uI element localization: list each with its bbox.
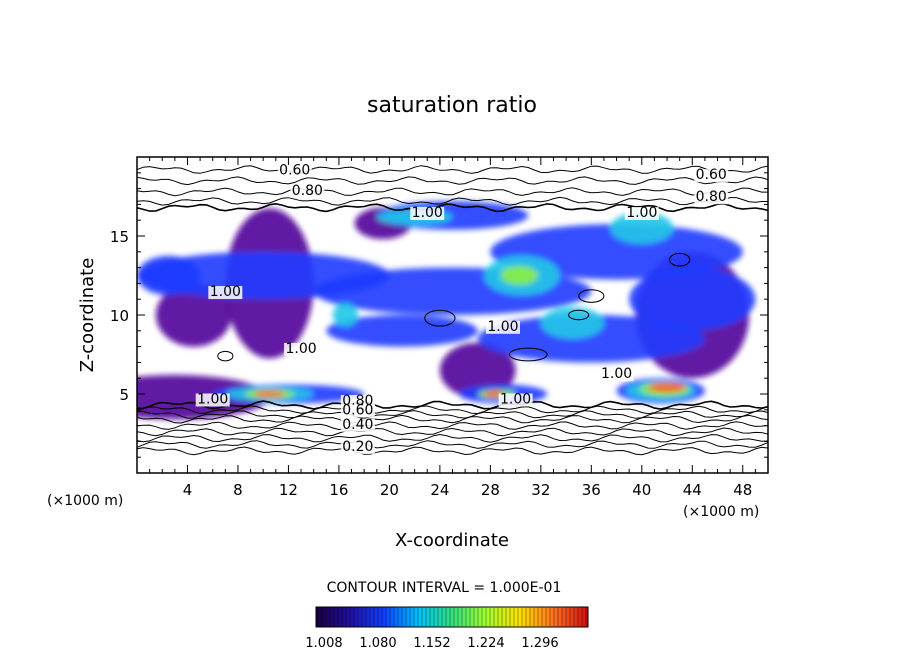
heat-region [253,390,286,398]
contour-line [137,202,768,213]
contour-label-bg [599,368,634,382]
contour-loop [669,252,691,267]
contour-label: 1.00 [626,205,657,221]
contour-label: 0.60 [696,167,727,183]
contour-line [137,410,768,419]
contour-label-bg [340,418,375,432]
x-unit-label: (×1000 m) [683,504,759,520]
contour-label: 1.00 [487,319,518,335]
contour-label: 0.60 [279,162,310,178]
x-tick-label: 32 [531,481,550,499]
contour-label: 1.00 [601,366,632,382]
x-tick-label: 20 [380,481,399,499]
x-tick-label: 4 [183,481,193,499]
contour-line [137,405,768,415]
contour-label-bg [498,393,533,407]
y-axis-label: Z-coordinate [77,258,98,373]
contour-label-bg [195,393,230,407]
contour-label-bg [624,207,659,221]
x-tick-layer: 4 8 12 16 20 24 28 32 36 40 44 48 [149,157,756,499]
contour-label-bg [410,207,445,221]
chart-title: saturation ratio [367,93,537,118]
heat-region [648,382,686,393]
x-tick-label: 8 [233,481,243,499]
contour-label: 1.00 [197,391,228,407]
colorbar-tick-layer: 1.008 1.080 1.152 1.224 1.296 [305,636,558,651]
colorbar-stripes [317,608,587,626]
contour-line [137,187,768,197]
heat-region [610,212,674,244]
x-tick-label: 24 [430,481,449,499]
colorbar-bar [315,606,589,628]
colorbar-tick-label: 1.152 [413,636,450,651]
contour-line [137,196,768,206]
contour-label-bg [208,286,243,300]
contour-label: 1.00 [500,391,531,407]
heat-region [155,283,232,347]
heat-region [629,267,756,331]
x-tick-label: 16 [329,481,348,499]
contour-loop [217,350,234,362]
y-tick-label: 15 [110,228,129,246]
contour-label-bg [284,342,319,356]
heat-region [332,303,358,327]
heat-region [326,315,478,347]
contour-line [137,446,768,456]
heat-region [540,307,604,339]
heat-region [137,255,201,296]
contour-loop [568,309,590,321]
contour-line [137,400,768,410]
contour-label: 0.80 [696,189,727,205]
x-tick-label: 12 [279,481,298,499]
contour-label-bg [485,320,520,334]
contour-line [137,414,768,424]
contour-interval-text: CONTOUR INTERVAL = 1.000E-01 [327,580,562,596]
x-tick-label: 36 [582,481,601,499]
colorbar-tick-label: 1.224 [467,636,504,651]
heat-region [500,266,539,285]
colorbar-tick-label: 1.008 [305,636,342,651]
contour-line [137,176,768,186]
colorbar: 1.008 1.080 1.152 1.224 1.296 [305,606,589,651]
contour-label-bg [340,440,375,454]
contour-loop [578,289,605,303]
contour-loop [508,347,548,362]
x-tick-label: 28 [481,481,500,499]
y-unit-label: (×1000 m) [47,493,123,509]
x-tick-label: 40 [632,481,651,499]
colorbar-tick-label: 1.080 [359,636,396,651]
contour-loop [424,309,456,327]
contour-line [137,165,768,174]
y-tick-layer: 5 10 15 [110,172,768,458]
contour-label: 1.00 [412,205,443,221]
contour-label-layer: 0.60 0.60 0.80 0.80 1.00 1.00 1.00 1.00 1.00 1.00… [195,162,729,455]
heat-region [439,342,516,398]
contour-label-bg [694,169,729,183]
contour-label: 0.80 [292,183,323,199]
contour-label-bg [277,164,312,178]
contour-label: 0.20 [342,439,373,455]
y-tick-label: 10 [110,307,129,325]
contour-label: 1.00 [285,341,316,357]
x-tick-label: 44 [683,481,702,499]
contour-label: 0.40 [342,417,373,433]
x-tick-label: 48 [733,481,752,499]
contour-line [137,421,768,431]
plot-area: 0.60 0.60 0.80 0.80 1.00 1.00 1.00 1.00 1.00 1.00… [110,156,769,499]
contour-label: 1.00 [210,284,241,300]
colorbar-tick-label: 1.296 [521,636,558,651]
contour-line [137,440,768,449]
y-tick-label: 5 [119,386,129,404]
heat-region [477,315,705,363]
contour-layer [137,165,768,456]
heatmap-layer [137,201,756,420]
contour-label: 0.60 [342,403,373,419]
contour-label-bg [290,184,325,198]
contour-line [137,427,768,437]
contour-label-bg [694,191,729,205]
contour-label-bg [340,404,375,418]
x-axis-label: X-coordinate [395,530,509,551]
contour-line [137,433,768,443]
